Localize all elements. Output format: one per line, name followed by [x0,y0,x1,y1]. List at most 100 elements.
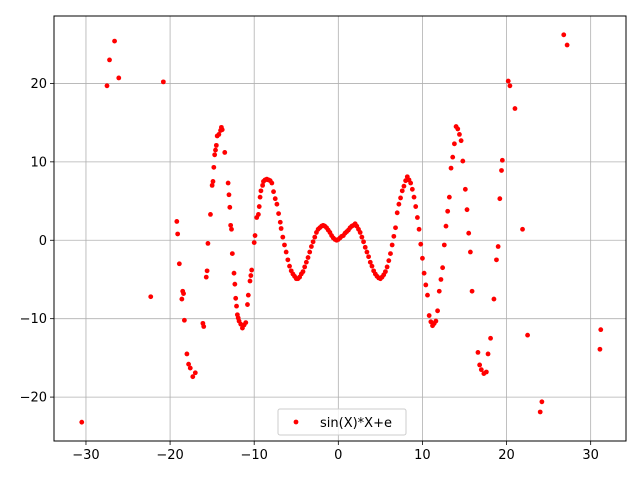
data-point [112,38,117,44]
data-point [225,180,231,186]
data-point [231,270,237,276]
data-point [222,150,228,155]
data-point [309,244,314,249]
y-tick-label: 0 [39,234,47,249]
legend-box [277,408,407,436]
data-point [414,215,420,220]
data-point [401,183,407,189]
data-point [212,152,218,158]
data-point [79,419,85,425]
data-point [384,264,390,270]
y-tick-label: 10 [30,155,47,170]
data-point [357,230,363,235]
data-point [307,249,313,255]
data-point [408,180,414,186]
data-point [440,265,446,271]
data-point [277,219,283,225]
axes-frame [53,15,627,442]
data-point [245,292,251,298]
data-point [283,249,289,255]
data-point [411,194,417,200]
data-point [190,374,196,380]
data-point [179,296,185,302]
y-tick-label: −20 [20,391,47,406]
data-point [226,192,232,198]
data-point [282,242,287,248]
data-point [227,204,233,210]
data-point [184,351,190,357]
data-point [260,182,266,188]
data-point [174,219,180,224]
data-point [467,249,473,255]
data-point [272,196,278,202]
data-point [209,182,215,188]
data-point [205,240,211,246]
data-point [383,269,388,275]
data-point [364,249,370,255]
data-point [409,186,415,192]
data-point [598,327,604,333]
data-point [359,234,365,240]
data-point [216,132,222,137]
data-point [499,168,504,173]
data-point [561,32,567,38]
data-point [450,154,456,160]
data-point [192,370,198,376]
y-tick-label: 20 [30,77,47,92]
axis-ticks: −30 −20 −10 0 10 20 30 −20 −10 0 10 20 [20,77,599,463]
data-point [466,230,472,236]
data-point [211,164,217,170]
data-point [362,244,368,250]
data-point [539,399,545,405]
data-point [445,208,451,214]
data-point [396,201,402,207]
data-point [256,204,262,209]
grid [54,16,626,441]
data-point [438,277,444,282]
data-point [201,324,207,329]
data-point [413,204,419,209]
data-point [107,57,112,63]
data-point [469,288,475,294]
y-tick-label: −10 [20,312,47,327]
legend-marker [293,419,299,425]
data-point [285,257,291,263]
data-point [457,132,462,137]
data-point [443,223,449,229]
data-point [104,83,110,89]
data-point [386,258,392,264]
x-tick-label: 0 [334,448,342,463]
data-point [116,75,122,81]
data-point [478,367,484,373]
data-point [483,369,489,375]
legend-label: sin(X)*X+e [320,416,392,431]
data-point [441,242,447,248]
data-point [420,255,425,261]
data-point [369,263,375,269]
data-point [425,292,430,298]
data-point [512,106,518,111]
data-point [213,147,218,153]
data-point [271,189,276,195]
data-point [361,239,366,245]
data-point [399,188,405,194]
data-point [462,186,468,192]
data-point [416,226,422,232]
data-point [494,257,499,263]
data-point [303,259,309,265]
data-point [233,295,239,301]
data-point [499,157,505,163]
data-point [181,291,186,296]
data-point [280,234,286,240]
data-point [398,195,403,201]
data-point [464,207,470,213]
data-point [366,254,371,260]
data-point [278,226,284,231]
data-points [79,32,604,425]
data-point [300,269,306,275]
data-point [204,268,210,274]
legend: sin(X)*X+e [277,408,407,436]
data-point [213,142,219,148]
data-point [446,194,452,200]
